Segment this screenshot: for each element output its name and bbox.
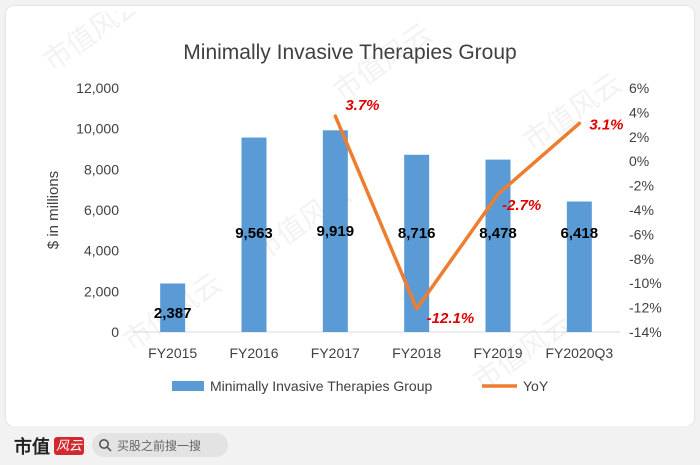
x-tick-label: FY2020Q3 xyxy=(545,345,613,361)
y2-tick-label: -14% xyxy=(629,324,662,340)
y-tick-label: 12,000 xyxy=(76,80,119,96)
watermark-text-2: 市值风云 xyxy=(517,66,628,157)
y2-tick-label: -10% xyxy=(629,275,662,291)
bar-data-label: 2,387 xyxy=(154,305,192,322)
bar xyxy=(160,283,186,332)
y2-tick-label: 2% xyxy=(629,129,649,145)
brand-logo[interactable]: 市值 风云 xyxy=(14,435,84,458)
footer-bar: 市值 风云 买股之前搜一搜 xyxy=(0,426,700,465)
chart-svg: 市值风云市值风云市值风云市值风云市值风云市值风云Minimally Invasi… xyxy=(37,12,662,398)
y2-tick-label: -2% xyxy=(629,178,654,194)
y2-tick-label: -8% xyxy=(629,251,654,267)
search-icon xyxy=(99,439,112,452)
legend-swatch-bars xyxy=(172,381,204,391)
bar-data-label: 9,563 xyxy=(235,225,273,242)
search-placeholder: 买股之前搜一搜 xyxy=(117,438,202,453)
x-tick-label: FY2019 xyxy=(473,345,522,361)
x-tick-label: FY2015 xyxy=(148,345,197,361)
y-tick-label: 2,000 xyxy=(84,283,119,299)
y-tick-label: 8,000 xyxy=(84,161,119,177)
y-tick-label: 0 xyxy=(111,324,119,340)
watermark-text-0: 市值风云 xyxy=(37,12,148,78)
y-tick-label: 4,000 xyxy=(84,243,119,259)
y2-tick-label: 0% xyxy=(629,153,649,169)
bar xyxy=(404,154,430,332)
bar xyxy=(241,137,267,332)
y2-tick-label: -12% xyxy=(629,300,662,316)
x-tick-label: FY2017 xyxy=(311,345,360,361)
x-tick-label: FY2018 xyxy=(392,345,441,361)
y2-tick-label: 6% xyxy=(629,80,649,96)
chart-title: Minimally Invasive Therapies Group xyxy=(183,41,516,64)
search-box[interactable]: 买股之前搜一搜 xyxy=(92,433,228,457)
line-series-yoy xyxy=(333,114,582,311)
bar xyxy=(322,130,348,332)
brand-name: 市值 xyxy=(14,437,50,458)
legend-label-line: YoY xyxy=(523,378,549,394)
brand-badge: 风云 xyxy=(54,437,84,455)
line-data-label: -12.1% xyxy=(427,310,475,327)
y-tick-label: 6,000 xyxy=(84,202,119,218)
y2-tick-label: -4% xyxy=(629,202,654,218)
y-tick-label: 10,000 xyxy=(76,121,119,137)
bar-data-label: 9,919 xyxy=(317,223,355,240)
y2-tick-label: 4% xyxy=(629,104,649,120)
bar-data-label: 6,418 xyxy=(561,225,599,242)
y-axis-label: $ in millions xyxy=(45,171,62,249)
bar-data-label: 8,716 xyxy=(398,225,436,242)
legend-label-bars: Minimally Invasive Therapies Group xyxy=(210,378,432,394)
x-tick-label: FY2016 xyxy=(229,345,278,361)
bar xyxy=(566,201,592,332)
line-data-label: 3.7% xyxy=(345,97,379,114)
y2-tick-label: -6% xyxy=(629,226,654,242)
bar-data-label: 8,478 xyxy=(479,225,517,242)
line-data-label: 3.1% xyxy=(589,116,623,133)
chart-card: 市值风云市值风云市值风云市值风云市值风云市值风云Minimally Invasi… xyxy=(6,6,694,426)
line-data-label: -2.7% xyxy=(502,197,541,214)
